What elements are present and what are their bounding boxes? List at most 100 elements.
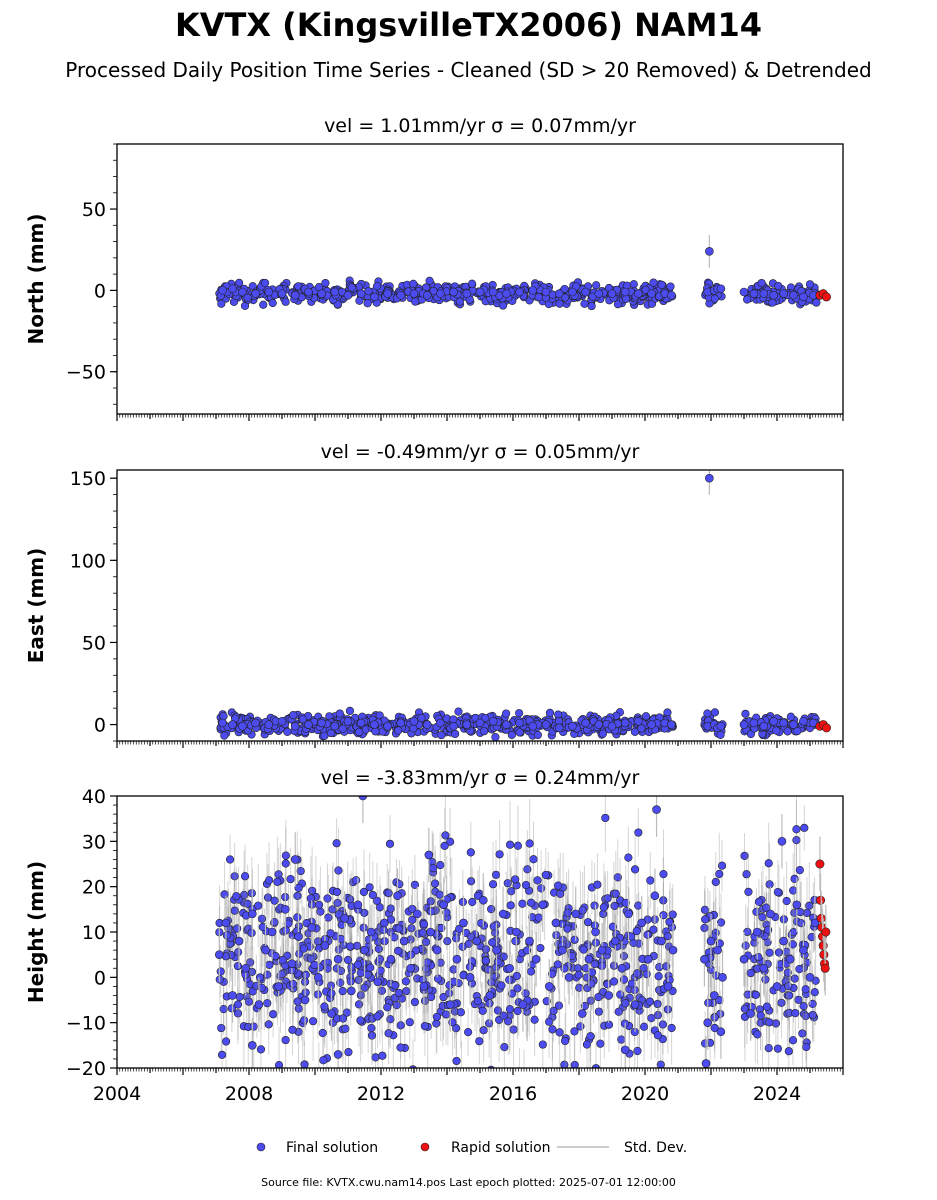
y-tick-label: −20 [66,1058,106,1080]
data-point [518,1000,528,1009]
y-tick-label: 50 [82,632,106,654]
data-point [759,963,769,973]
figure-subtitle: Processed Daily Position Time Series - C… [65,58,872,82]
data-point [267,927,277,937]
x-tick-label: 2024 [753,1083,801,1105]
north-axes-frame [116,143,844,415]
data-point [705,247,714,256]
data-point [541,287,551,297]
data-point [528,721,538,731]
data-point [422,720,432,729]
data-point [502,289,511,298]
data-point [779,289,788,298]
data-point [383,289,392,298]
data-point [393,891,402,901]
data-point [716,1027,726,1037]
data-point [300,995,310,1005]
data-point [705,473,714,483]
data-point [261,945,270,955]
data-point [436,289,445,298]
data-point [581,718,590,728]
source-footer: Source file: KVTX.cwu.nam14.pos Last epo… [261,1176,676,1189]
data-point [541,720,551,729]
data-point [485,991,495,1000]
data-point [799,945,808,955]
figure-title: KVTX (KingsvilleTX2006) NAM14 [174,6,763,44]
data-point [488,287,498,297]
data-point [792,900,802,910]
data-point [290,290,300,300]
data-point [821,927,831,937]
data-point [346,986,356,996]
x-tick-label: 2008 [225,1083,273,1105]
data-point [820,963,830,973]
east-series-rapid [815,720,831,733]
data-point [459,918,468,928]
data-point [475,718,485,728]
data-point [228,720,237,729]
data-point [584,954,594,964]
data-point [452,954,462,964]
data-point [701,1059,711,1068]
legend: Final solution Rapid solution Std. Dev. [256,1140,687,1156]
height-series-final [215,796,820,1068]
legend-stddev-label: Std. Dev. [624,1140,687,1156]
data-point [816,895,826,905]
data-point [251,289,260,298]
legend-final-marker [256,1142,266,1152]
data-point [739,954,749,964]
data-point [445,1000,455,1009]
data-point [274,982,284,991]
data-point [373,977,383,987]
data-point [610,936,620,946]
data-point [465,973,475,982]
data-point [511,927,521,937]
data-point [607,289,617,298]
data-point [241,963,250,973]
y-tick-label: 50 [82,199,106,221]
east-panel-title: vel = -0.49mm/yr σ = 0.05mm/yr [321,441,640,463]
data-point [815,859,825,869]
east-y-axis-label: East (mm) [24,548,48,664]
north-series-final [218,235,818,302]
east-panel: vel = -0.49mm/yr σ = 0.05mm/yr East (mm) 0… [24,441,844,748]
data-point [238,721,247,731]
y-tick-label: 40 [82,786,106,808]
data-point [591,927,600,937]
data-point [551,918,561,928]
data-point [668,945,678,955]
data-point [277,289,287,298]
data-point [330,287,340,297]
data-point [749,289,759,298]
data-point [396,718,406,728]
data-point [409,289,419,298]
data-point [739,720,749,729]
data-point [789,720,798,729]
height-density-cloud [215,796,820,1068]
data-point [304,720,313,729]
data-point [634,289,643,298]
data-point [248,909,257,919]
data-point [399,936,409,946]
y-tick-label: 100 [70,550,106,572]
data-point [340,914,350,923]
data-point [333,1050,343,1059]
data-point [577,1009,587,1018]
data-point [492,945,501,955]
data-point [330,721,340,731]
data-point [412,909,422,919]
east-axes-frame [116,469,844,742]
data-point [254,1000,264,1009]
height-panel: vel = -3.83mm/yr σ = 0.24mm/yr Height (mm… [24,767,844,1105]
data-point [554,723,564,733]
data-point [251,718,260,728]
data-point [789,290,798,300]
data-point [779,936,788,946]
data-point [718,973,727,982]
data-point [700,954,709,964]
data-point [462,289,472,298]
y-tick-label: −50 [66,362,106,384]
data-point [657,936,666,946]
data-point [647,289,656,298]
